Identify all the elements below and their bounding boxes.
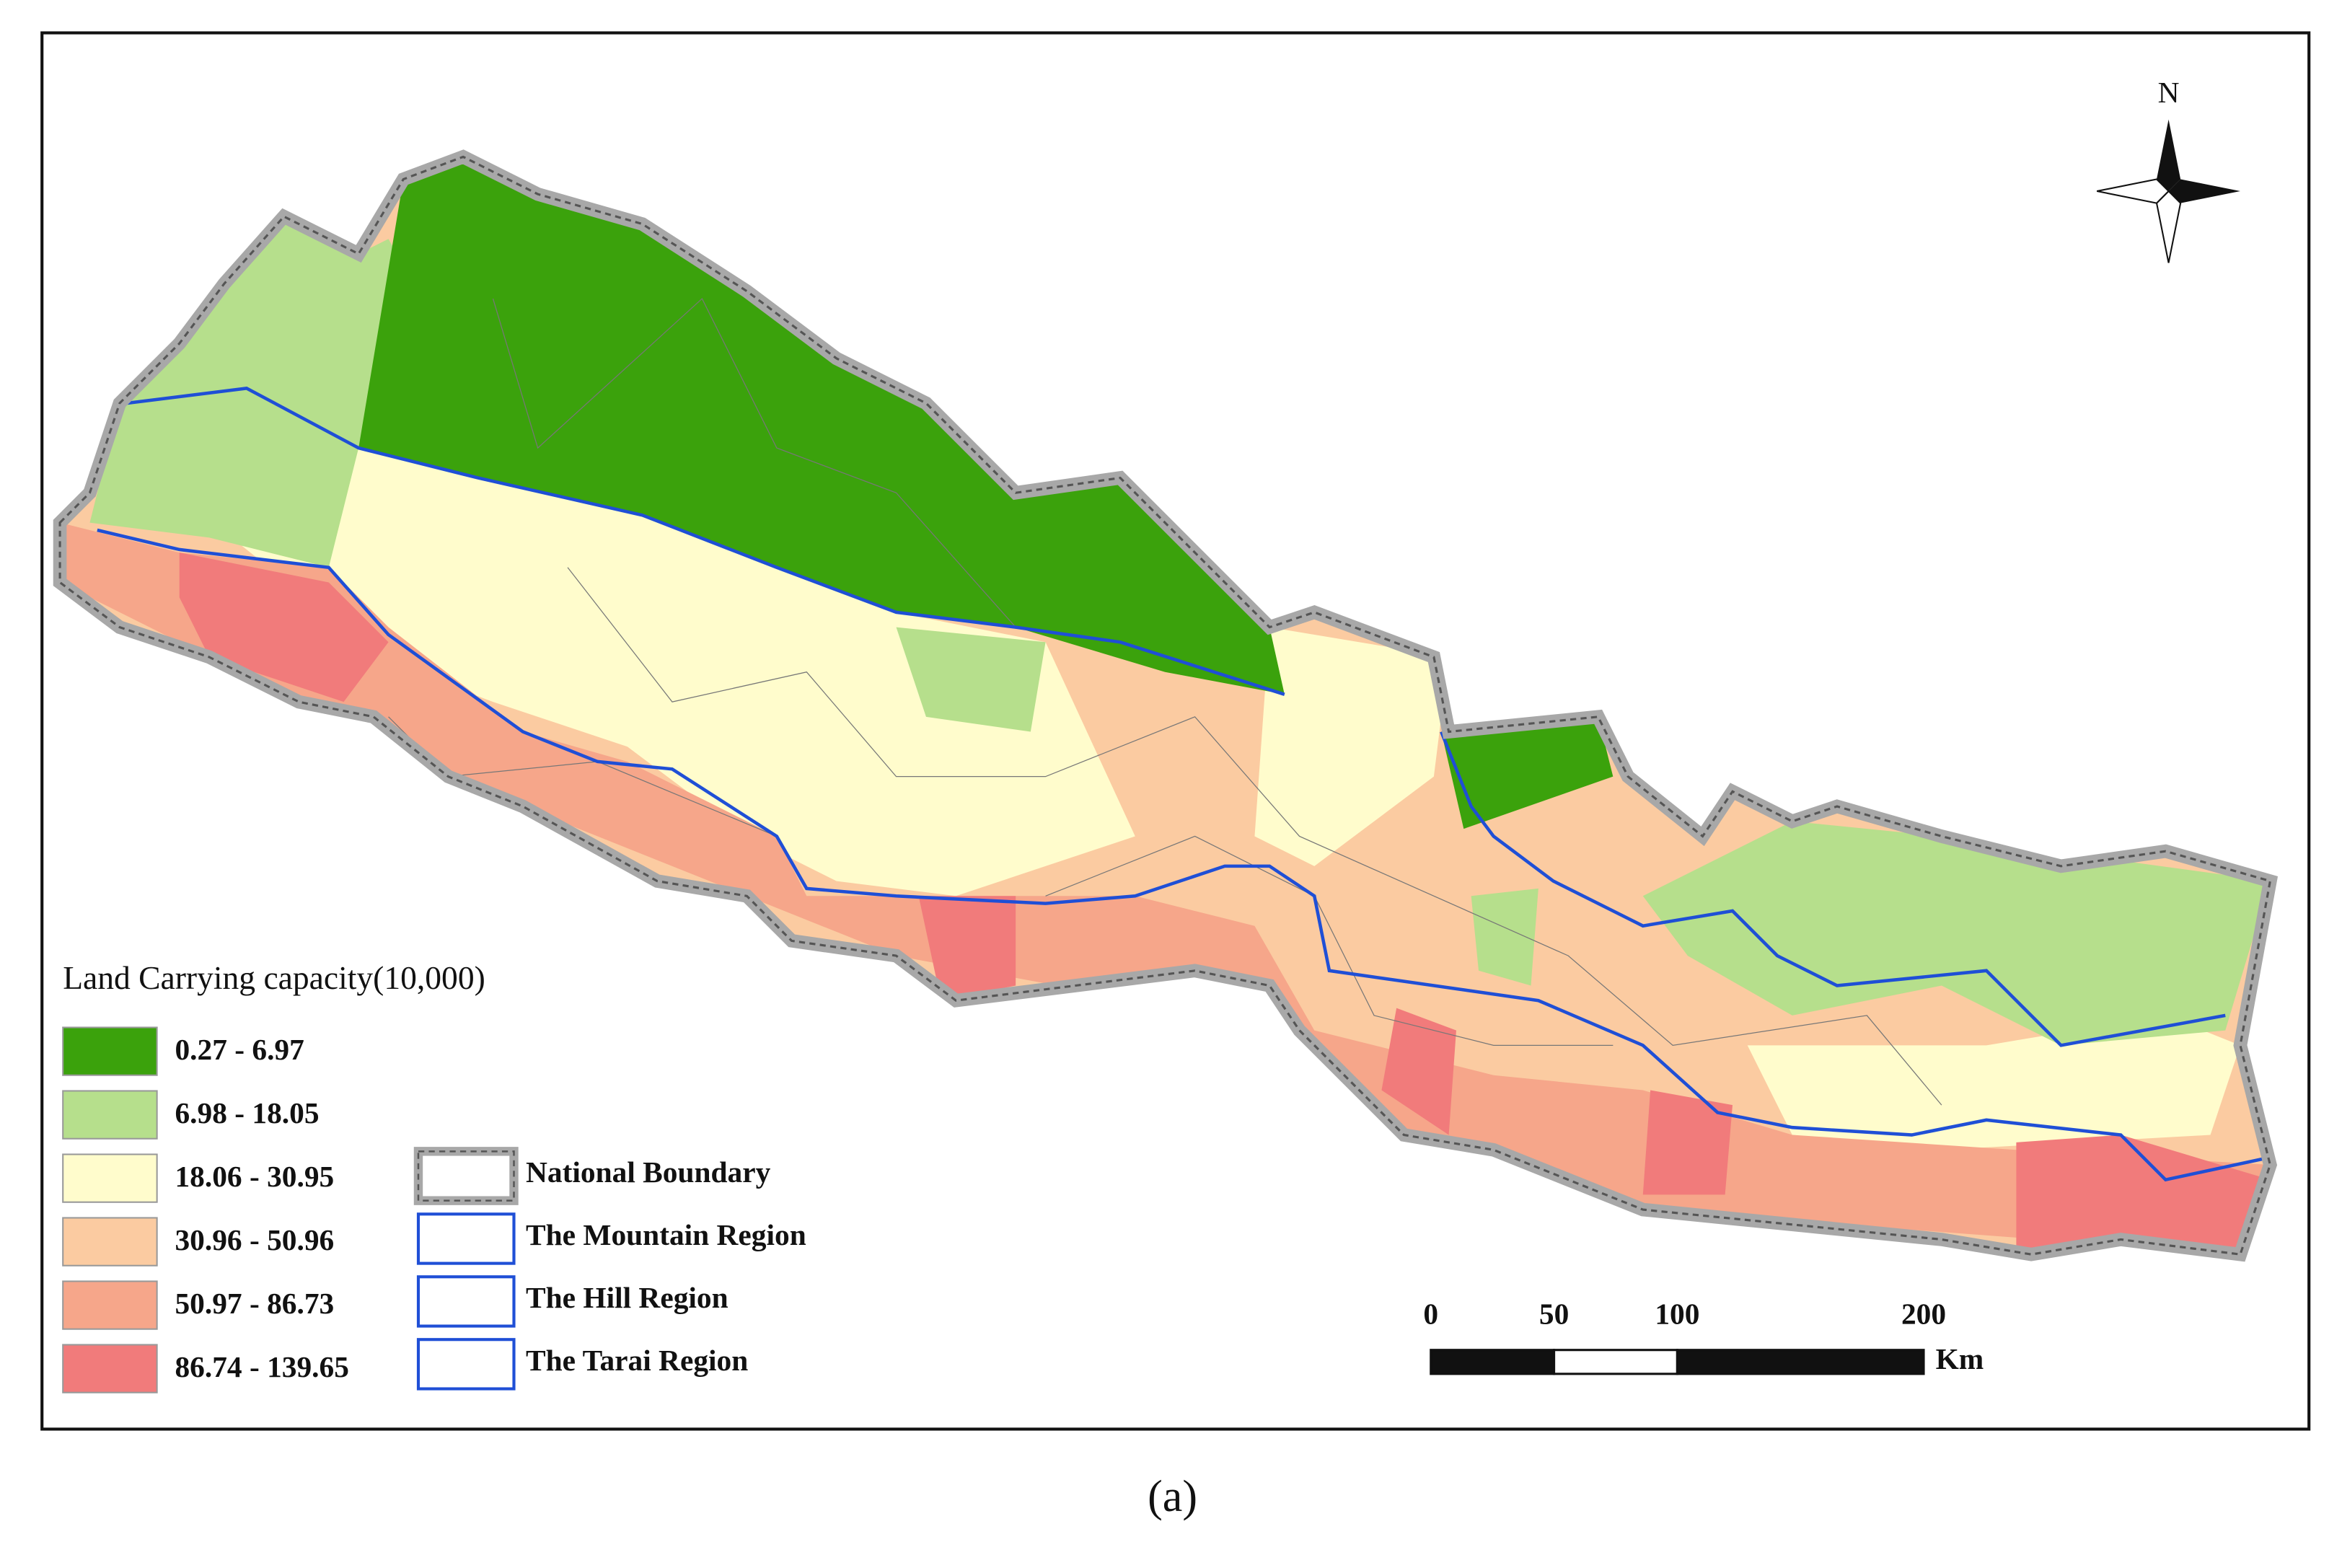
legend-title: Land Carrying capacity(10,000) (63, 959, 485, 996)
scale-label: 50 (1539, 1298, 1569, 1331)
caption: (a) (1148, 1472, 1197, 1521)
district-zone (2016, 1135, 2271, 1255)
district-zone (119, 448, 1135, 897)
legend-swatch (62, 1153, 158, 1203)
district-zone (1642, 1090, 1733, 1195)
district-zone (1471, 888, 1538, 986)
legend-label: 30.96 - 50.96 (175, 1223, 334, 1256)
district-zone (1381, 1008, 1456, 1135)
scale-label: 200 (1901, 1298, 1946, 1331)
legend-swatch (62, 1217, 158, 1267)
legend-swatch (62, 1280, 158, 1330)
legend-boundary-label: The Mountain Region (526, 1218, 806, 1251)
scale-unit: Km (1936, 1342, 1984, 1375)
scale-label: 0 (1423, 1298, 1438, 1331)
scale-segment (1676, 1349, 1925, 1375)
legend-boundaries: National Boundary The Mountain Region The … (413, 1147, 806, 1391)
scale-label: 100 (1655, 1298, 1699, 1331)
legend-region-swatch (416, 1338, 516, 1391)
legend-label: 86.74 - 139.65 (175, 1350, 348, 1383)
north-label: N (2158, 76, 2180, 109)
legend-region-swatch (416, 1275, 516, 1328)
legend-label: 6.98 - 18.05 (175, 1096, 319, 1129)
district-zone (896, 627, 1046, 732)
region-lines (97, 386, 2271, 1182)
legend-classes: 0.27 - 6.97 6.98 - 18.05 18.06 - 30.95 30.9… (62, 1026, 349, 1393)
district-zone (89, 216, 449, 568)
legend-swatch (62, 1026, 158, 1076)
district-zone (1642, 821, 2271, 1046)
legend-national-swatch-dash (417, 1150, 515, 1202)
district-zone (1254, 627, 1449, 866)
scale-segment (1430, 1349, 1556, 1375)
legend-swatch (62, 1090, 158, 1140)
legend-label: 50.97 - 86.73 (175, 1287, 334, 1320)
legend-label: 18.06 - 30.95 (175, 1160, 334, 1193)
scale-bar: 0 50 100 200 Km (1423, 1298, 1984, 1375)
district-zone (1441, 716, 1614, 829)
north-arrow: N (2096, 76, 2240, 263)
legend-boundary-label: The Hill Region (526, 1281, 728, 1314)
scale-segment (1553, 1349, 1678, 1375)
legend-boundary-label: National Boundary (526, 1155, 771, 1189)
district-zone (1747, 1015, 2240, 1150)
legend-boundary-label: The Tarai Region (526, 1344, 748, 1377)
district-zone (358, 157, 1285, 695)
legend-swatch (62, 1344, 158, 1393)
district-zone (918, 896, 1016, 1001)
legend-region-swatch (416, 1212, 516, 1265)
legend-label: 0.27 - 6.97 (175, 1033, 304, 1066)
